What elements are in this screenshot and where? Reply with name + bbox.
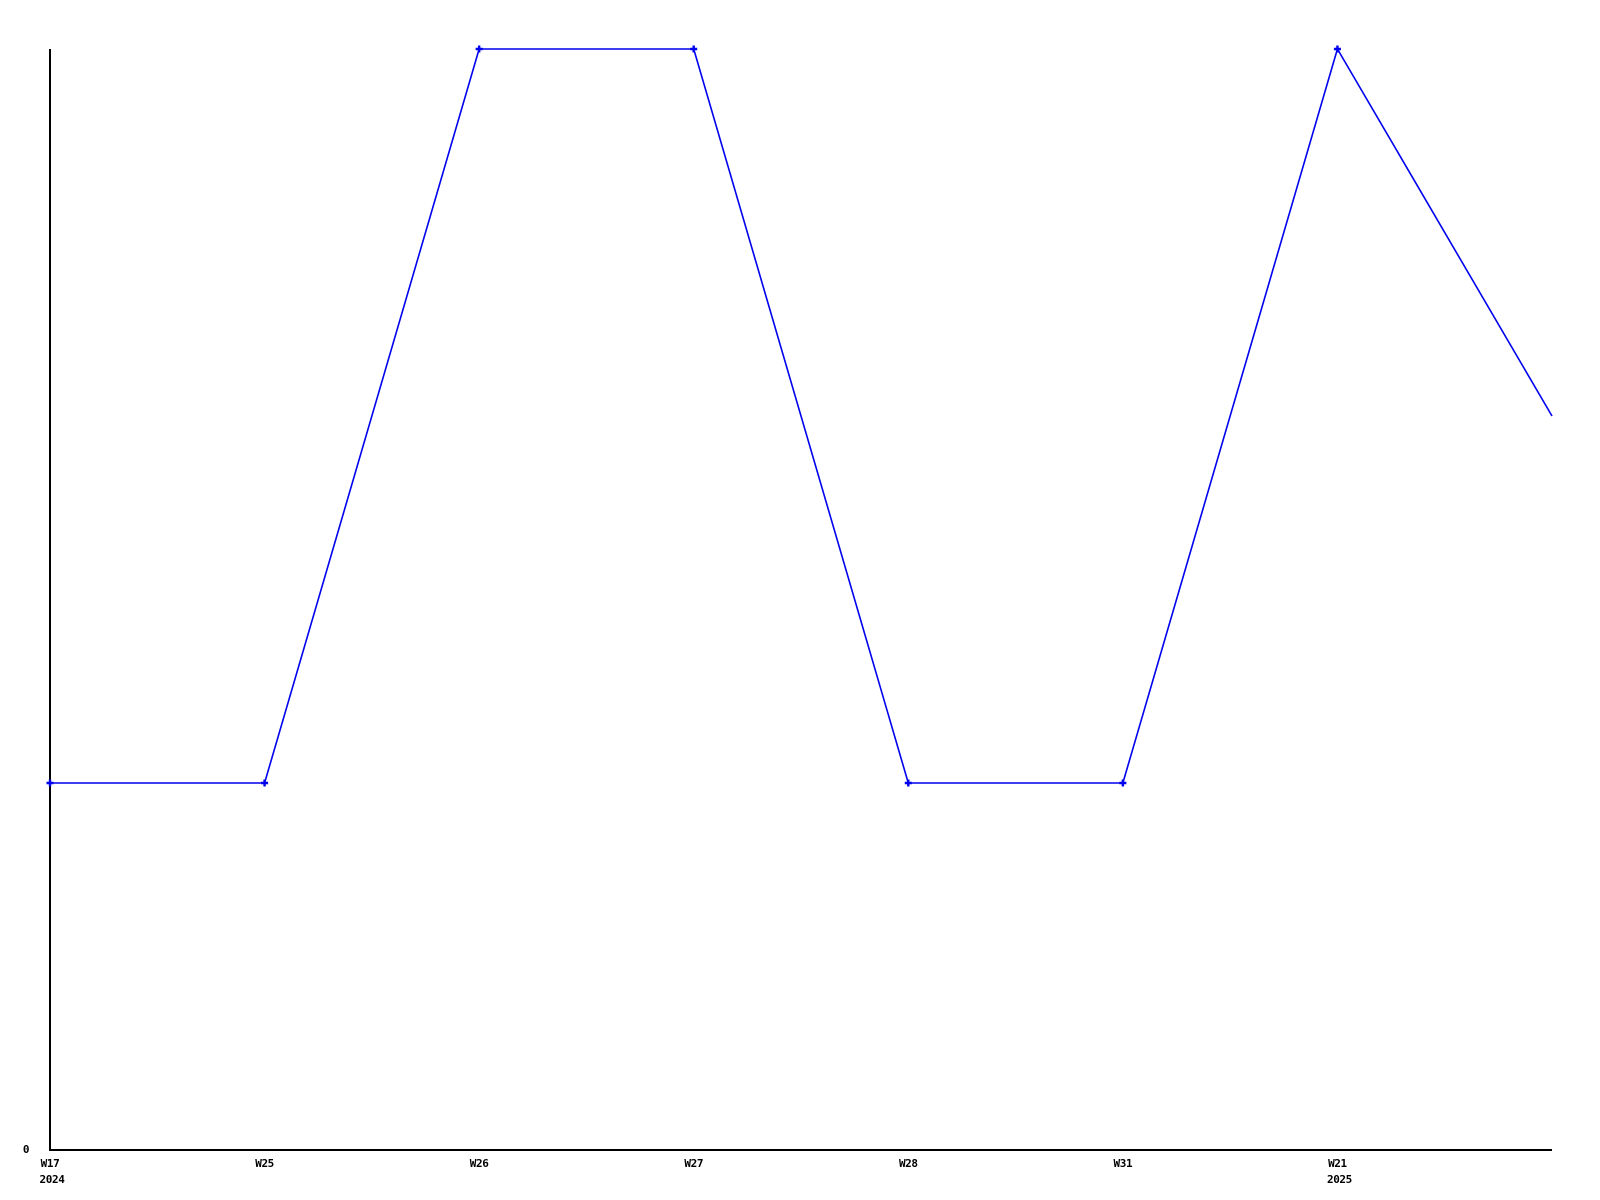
x-tick-label: W26	[470, 1157, 489, 1170]
x-tick-sublabel: 2024	[40, 1173, 66, 1186]
axes	[49, 49, 1552, 1151]
data-point-marker	[261, 779, 269, 787]
x-tick-sublabel: 2025	[1327, 1173, 1352, 1186]
x-tick-label: W31	[1114, 1157, 1133, 1170]
x-tick-label: W21	[1328, 1157, 1347, 1170]
data-point-marker	[46, 779, 54, 787]
x-tick-label: W25	[255, 1157, 274, 1170]
data-point-marker	[1333, 45, 1341, 53]
data-point-marker	[1119, 779, 1127, 787]
y-tick-label: 0	[23, 1143, 29, 1156]
x-tick-label: W27	[684, 1157, 703, 1170]
data-line	[50, 48, 1553, 784]
data-point-marker	[475, 45, 483, 53]
data-point-marker	[690, 45, 698, 53]
x-tick-label: W17	[41, 1157, 60, 1170]
x-tick-label: W28	[899, 1157, 918, 1170]
data-point-marker	[904, 779, 912, 787]
